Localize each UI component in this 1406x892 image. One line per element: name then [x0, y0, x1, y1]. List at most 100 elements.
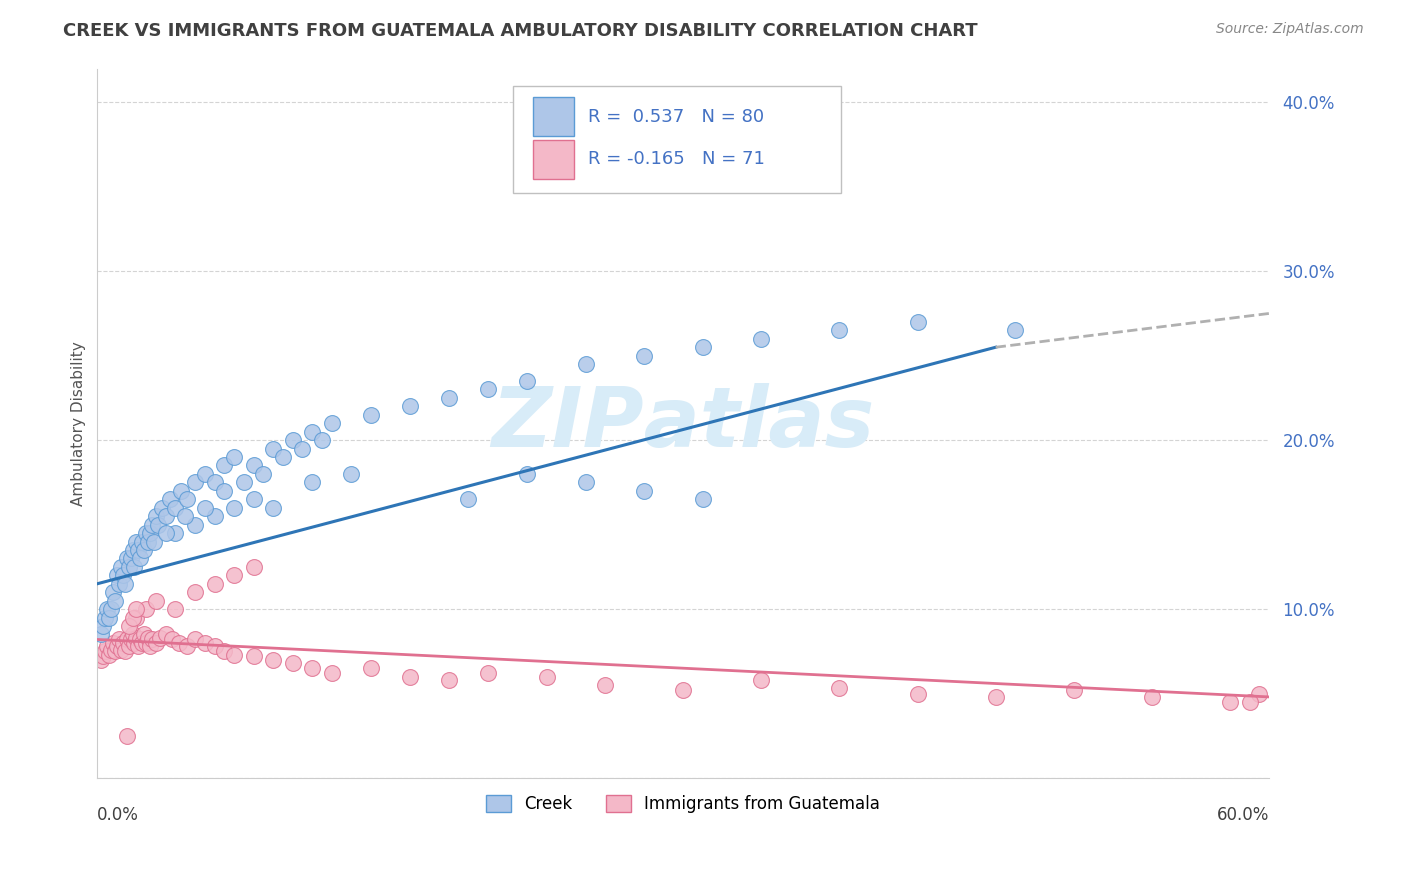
Point	[115, 551, 138, 566]
Point	[155, 627, 177, 641]
Point	[477, 383, 499, 397]
Point	[129, 551, 152, 566]
Point	[828, 681, 851, 696]
Point	[242, 649, 264, 664]
Point	[204, 639, 226, 653]
Point	[204, 509, 226, 524]
Point	[98, 610, 121, 624]
Point	[145, 593, 167, 607]
Point	[90, 627, 112, 641]
Point	[907, 315, 929, 329]
Point	[165, 500, 187, 515]
Point	[139, 639, 162, 653]
Point	[214, 644, 236, 658]
Point	[1063, 683, 1085, 698]
Point	[120, 632, 142, 647]
Point	[1249, 687, 1271, 701]
Point	[516, 467, 538, 481]
Point	[141, 517, 163, 532]
Point	[437, 391, 460, 405]
Point	[176, 492, 198, 507]
Point	[204, 576, 226, 591]
Text: 60.0%: 60.0%	[1216, 806, 1270, 824]
Point	[124, 559, 146, 574]
Point	[101, 636, 124, 650]
Point	[828, 323, 851, 337]
Point	[129, 632, 152, 647]
Point	[111, 636, 134, 650]
Point	[574, 475, 596, 490]
Point	[262, 442, 284, 456]
Point	[214, 483, 236, 498]
Y-axis label: Ambulatory Disability: Ambulatory Disability	[72, 341, 86, 506]
Point	[114, 576, 136, 591]
Text: ZIP​atlas: ZIP​atlas	[492, 383, 875, 464]
Point	[457, 492, 479, 507]
Point	[194, 467, 217, 481]
Point	[262, 653, 284, 667]
Point	[692, 340, 714, 354]
Point	[117, 619, 139, 633]
Point	[222, 500, 245, 515]
Point	[252, 467, 274, 481]
Point	[536, 670, 558, 684]
Legend: Creek, Immigrants from Guatemala: Creek, Immigrants from Guatemala	[479, 788, 887, 820]
Point	[184, 475, 207, 490]
Point	[145, 509, 167, 524]
Point	[1004, 323, 1026, 337]
Point	[108, 576, 131, 591]
FancyBboxPatch shape	[513, 87, 841, 193]
Point	[135, 602, 157, 616]
Point	[672, 683, 695, 698]
Point	[242, 559, 264, 574]
Text: CREEK VS IMMIGRANTS FROM GUATEMALA AMBULATORY DISABILITY CORRELATION CHART: CREEK VS IMMIGRANTS FROM GUATEMALA AMBUL…	[63, 22, 979, 40]
Point	[134, 627, 156, 641]
Point	[110, 642, 132, 657]
Point	[194, 636, 217, 650]
Point	[477, 666, 499, 681]
Point	[91, 649, 114, 664]
Point	[96, 639, 118, 653]
Point	[633, 483, 655, 498]
Bar	[533, 140, 574, 178]
Point	[1140, 690, 1163, 704]
Bar	[533, 97, 574, 136]
Point	[141, 632, 163, 647]
Point	[125, 602, 148, 616]
Point	[94, 610, 117, 624]
Point	[1219, 695, 1241, 709]
Point	[398, 670, 420, 684]
Point	[222, 450, 245, 464]
Point	[110, 559, 132, 574]
Point	[242, 458, 264, 473]
Point	[262, 500, 284, 515]
Point	[94, 644, 117, 658]
Point	[111, 568, 134, 582]
Point	[232, 475, 254, 490]
Point	[214, 458, 236, 473]
Point	[321, 666, 343, 681]
Point	[131, 534, 153, 549]
Point	[160, 632, 183, 647]
Point	[301, 475, 323, 490]
Point	[115, 632, 138, 647]
Point	[149, 631, 172, 645]
Point	[281, 656, 304, 670]
Point	[184, 585, 207, 599]
Point	[131, 636, 153, 650]
Point	[90, 653, 112, 667]
Point	[194, 500, 217, 515]
Point	[301, 661, 323, 675]
Point	[146, 517, 169, 532]
Point	[108, 632, 131, 647]
Point	[139, 526, 162, 541]
Point	[184, 632, 207, 647]
Point	[127, 639, 149, 653]
Point	[143, 534, 166, 549]
Point	[204, 475, 226, 490]
Point	[125, 631, 148, 645]
Point	[121, 627, 143, 641]
Point	[222, 648, 245, 662]
Point	[165, 526, 187, 541]
Point	[176, 639, 198, 653]
